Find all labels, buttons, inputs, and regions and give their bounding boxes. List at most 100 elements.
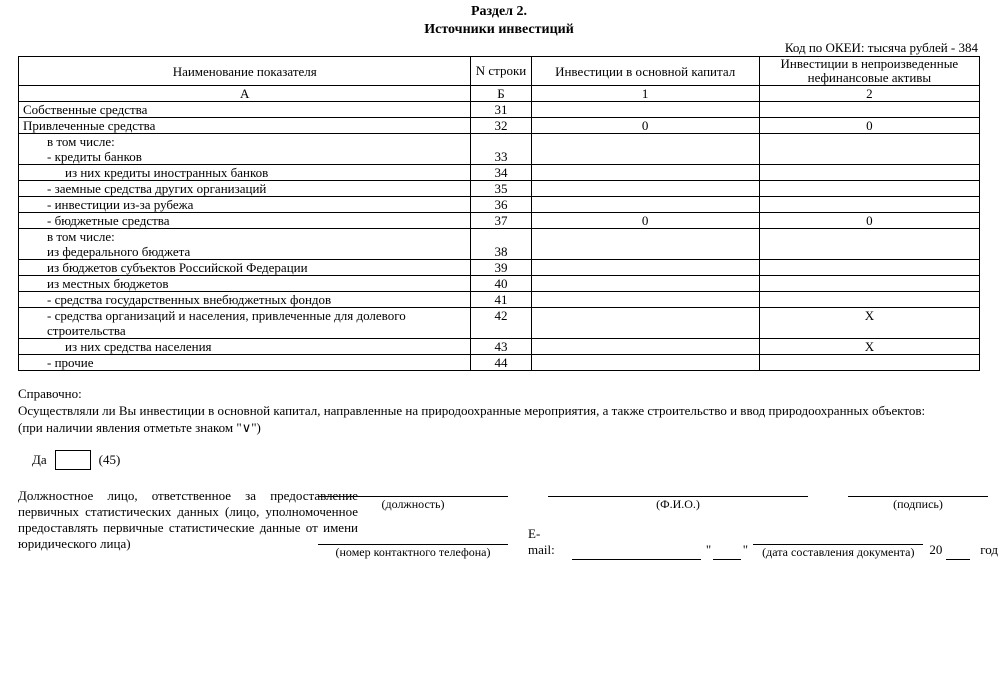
- yes-checkbox[interactable]: [55, 450, 91, 470]
- row-col2: [759, 229, 979, 245]
- position-caption: (должность): [382, 497, 445, 512]
- row-number: 34: [471, 165, 531, 181]
- table-row: в том числе:: [19, 229, 980, 245]
- row-col2: [759, 276, 979, 292]
- date-day-line[interactable]: [713, 543, 741, 560]
- row-label: из бюджетов субъектов Российской Федерац…: [19, 260, 471, 276]
- yes-code: (45): [99, 452, 121, 468]
- subheader-1: 1: [531, 86, 759, 102]
- row-label: Привлеченные средства: [19, 118, 471, 134]
- row-label: из них кредиты иностранных банков: [19, 165, 471, 181]
- table-row: - средства организаций и населения, прив…: [19, 308, 980, 339]
- date-quote-open: ": [701, 542, 714, 560]
- phone-line[interactable]: [318, 528, 508, 545]
- note-line1: Справочно:: [18, 385, 980, 402]
- table-row: из местных бюджетов40: [19, 276, 980, 292]
- row-col1: [531, 165, 759, 181]
- date-caption: (дата составления документа): [762, 545, 914, 560]
- row-col1: [531, 134, 759, 150]
- row-number: 36: [471, 197, 531, 213]
- row-label: - прочие: [19, 355, 471, 371]
- date-month-line[interactable]: [753, 528, 923, 545]
- position-line[interactable]: [318, 480, 508, 497]
- date-quote-mid: ": [741, 542, 754, 560]
- row-label: из них средства населения: [19, 339, 471, 355]
- row-label: в том числе:: [19, 134, 471, 150]
- row-number: 44: [471, 355, 531, 371]
- row-label: - бюджетные средства: [19, 213, 471, 229]
- row-number: 40: [471, 276, 531, 292]
- row-col2: [759, 292, 979, 308]
- row-col2: X: [759, 308, 979, 339]
- table-row: Привлеченные средства3200: [19, 118, 980, 134]
- row-col1: 0: [531, 213, 759, 229]
- yes-label: Да: [32, 452, 47, 468]
- row-label: из местных бюджетов: [19, 276, 471, 292]
- note-line3: (при наличии явления отметьте знаком "∨"…: [18, 419, 980, 436]
- row-col2: [759, 197, 979, 213]
- signature-row-2: (номер контактного телефона) E-mail: " "…: [318, 526, 998, 560]
- table-row: - прочие44: [19, 355, 980, 371]
- table-row: - средства государственных внебюджетных …: [19, 292, 980, 308]
- row-col2: [759, 149, 979, 165]
- row-col2: [759, 165, 979, 181]
- row-col1: [531, 260, 759, 276]
- phone-caption: (номер контактного телефона): [336, 545, 491, 560]
- header-rownum: N строки: [471, 57, 531, 86]
- row-col1: [531, 102, 759, 118]
- email-line[interactable]: [572, 543, 701, 560]
- header-name: Наименование показателя: [19, 57, 471, 86]
- row-col1: [531, 292, 759, 308]
- row-col2: 0: [759, 213, 979, 229]
- row-col2: [759, 260, 979, 276]
- year-suffix: год: [970, 542, 998, 560]
- note-line2: Осуществляли ли Вы инвестиции в основной…: [18, 402, 980, 419]
- responsible-person-text: Должностное лицо, ответственное за предо…: [18, 488, 358, 552]
- subheader-2: 2: [759, 86, 979, 102]
- row-col1: [531, 339, 759, 355]
- table-row: - инвестиции из-за рубежа36: [19, 197, 980, 213]
- row-col1: [531, 308, 759, 339]
- investment-sources-table: Наименование показателя N строки Инвести…: [18, 56, 980, 371]
- row-label: - кредиты банков: [19, 149, 471, 165]
- email-label: E-mail:: [528, 526, 564, 560]
- row-col1: [531, 244, 759, 260]
- yes-checkbox-row: Да (45): [32, 450, 980, 470]
- row-number: 39: [471, 260, 531, 276]
- row-col2: 0: [759, 118, 979, 134]
- section-title: Источники инвестиций: [18, 22, 980, 38]
- subheader-b: Б: [471, 86, 531, 102]
- year-prefix: 20: [923, 542, 946, 560]
- row-number: 37: [471, 213, 531, 229]
- year-line[interactable]: [946, 543, 970, 560]
- header-col1: Инвестиции в основной капитал: [531, 57, 759, 86]
- signature-row-1: (должность) (Ф.И.О.) (подпись): [318, 480, 998, 512]
- table-row: из бюджетов субъектов Российской Федерац…: [19, 260, 980, 276]
- section-number: Раздел 2.: [18, 4, 980, 20]
- row-label: Собственные средства: [19, 102, 471, 118]
- fio-caption: (Ф.И.О.): [656, 497, 700, 512]
- row-number: 41: [471, 292, 531, 308]
- row-label: в том числе:: [19, 229, 471, 245]
- row-col1: [531, 355, 759, 371]
- fio-line[interactable]: [548, 480, 808, 497]
- row-col1: [531, 149, 759, 165]
- table-row: Собственные средства31: [19, 102, 980, 118]
- table-row: из них кредиты иностранных банков34: [19, 165, 980, 181]
- row-number: 35: [471, 181, 531, 197]
- row-col2: [759, 102, 979, 118]
- row-number: 43: [471, 339, 531, 355]
- header-col2: Инвестиции в непроизведенные нефинансовы…: [759, 57, 979, 86]
- table-row: - бюджетные средства3700: [19, 213, 980, 229]
- reference-notes: Справочно: Осуществляли ли Вы инвестиции…: [18, 385, 980, 436]
- row-col1: [531, 181, 759, 197]
- row-col2: X: [759, 339, 979, 355]
- row-label: - инвестиции из-за рубежа: [19, 197, 471, 213]
- row-label: из федерального бюджета: [19, 244, 471, 260]
- row-col2: [759, 355, 979, 371]
- table-row: - кредиты банков33: [19, 149, 980, 165]
- row-col1: [531, 229, 759, 245]
- subheader-a: А: [19, 86, 471, 102]
- row-label: - заемные средства других организаций: [19, 181, 471, 197]
- signature-line[interactable]: [848, 480, 988, 497]
